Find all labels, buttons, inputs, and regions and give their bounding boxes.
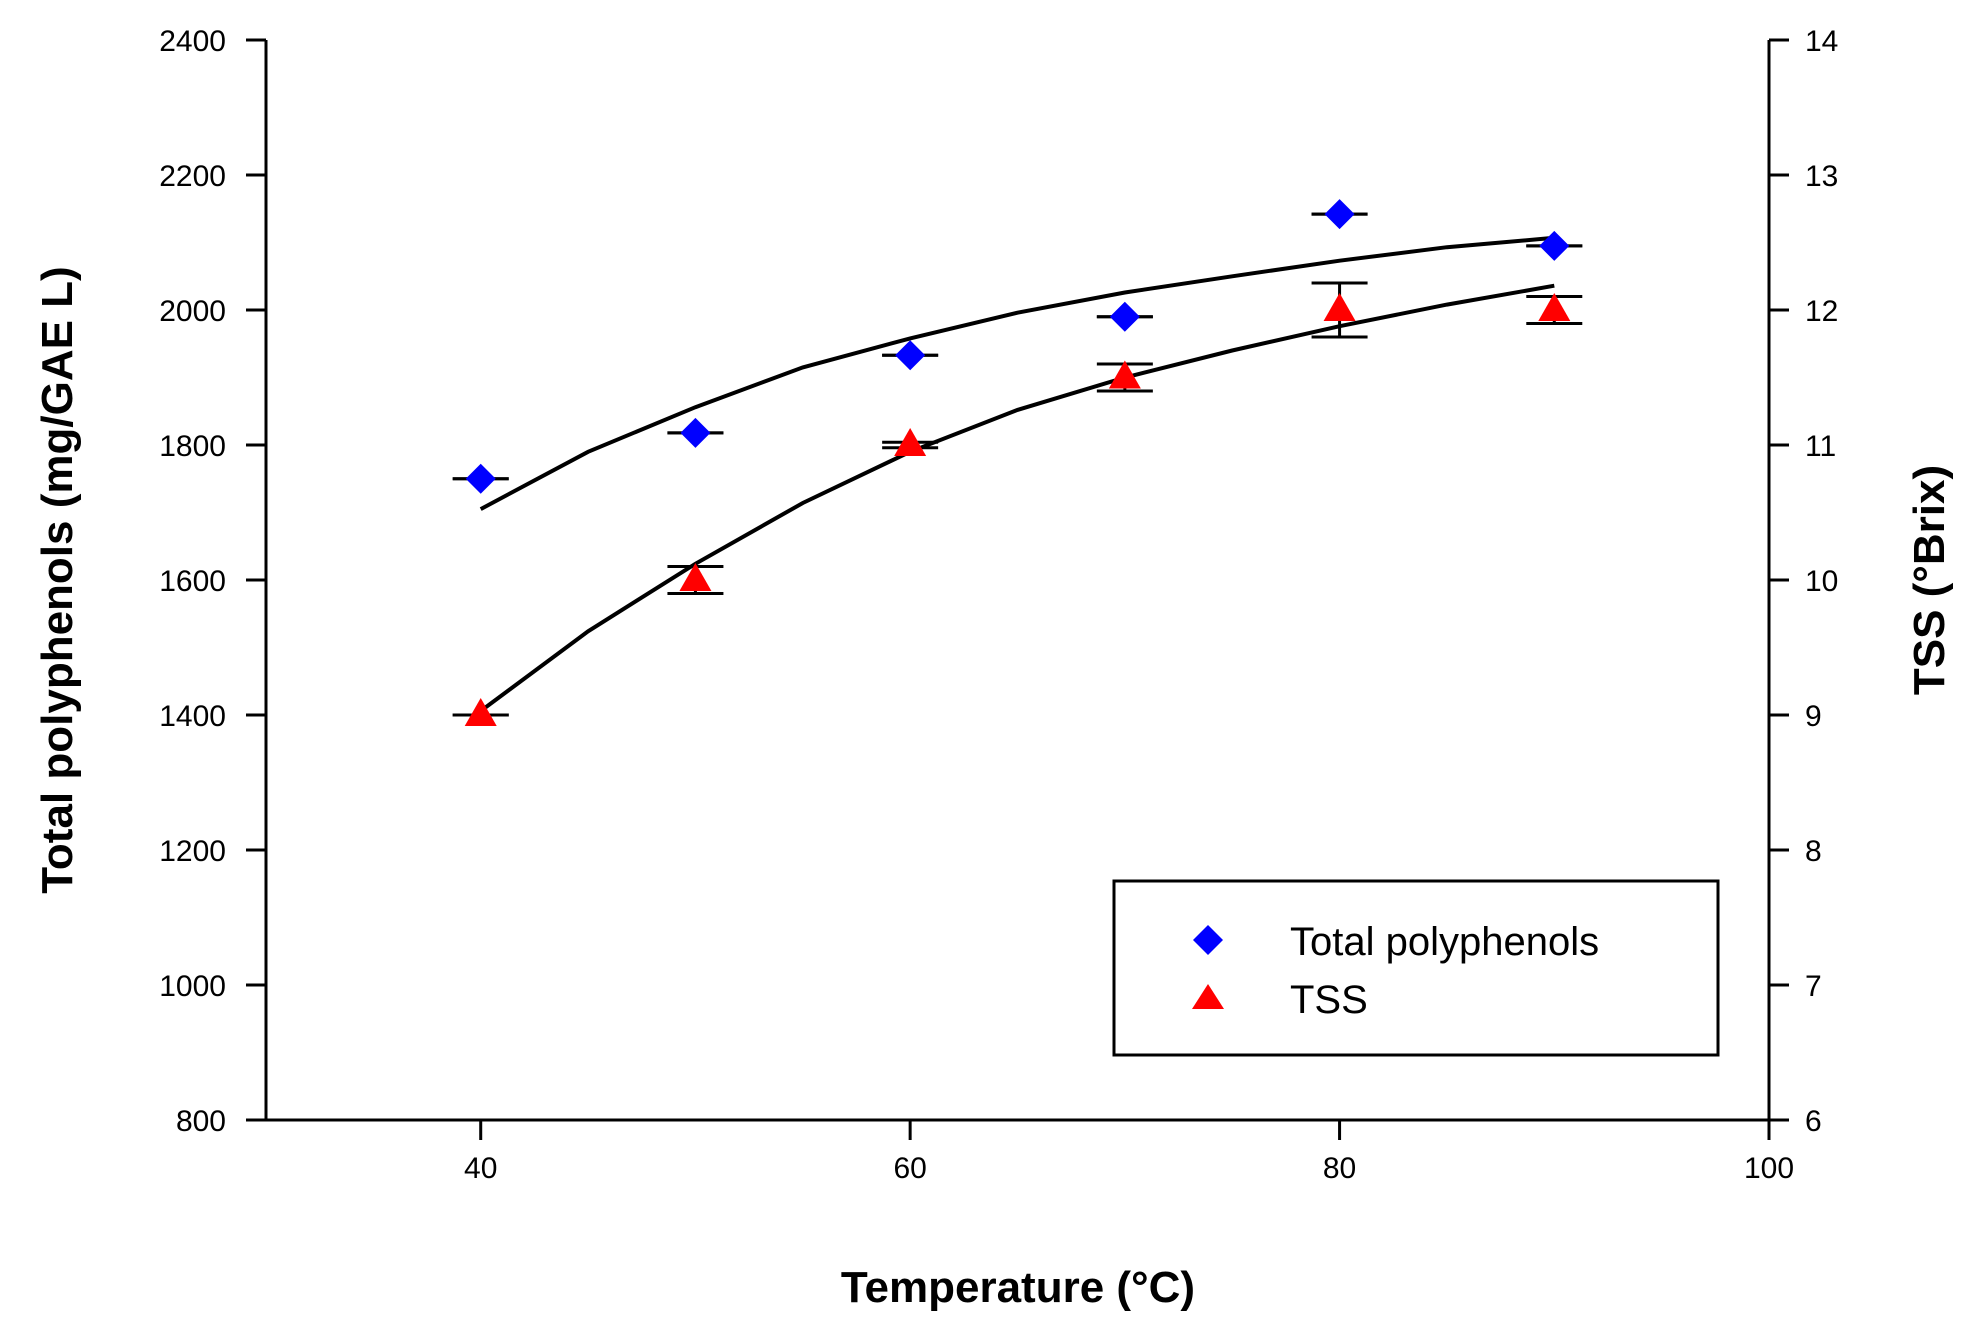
trendlines <box>479 235 1555 713</box>
y-right-tick-label: 6 <box>1805 1105 1822 1138</box>
y-axis-left-title: Total polyphenols (mg/GAE L) <box>33 266 82 893</box>
point-tss <box>1323 293 1356 321</box>
point-total-polyphenols <box>465 463 496 494</box>
legend-label-tss: TSS <box>1290 978 1368 1022</box>
y-left-tick-label: 1400 <box>159 700 226 733</box>
point-tss <box>1538 293 1571 321</box>
x-axis-title: Temperature (°C) <box>841 1263 1195 1312</box>
legend-box <box>1112 879 1720 1057</box>
y-right-tick-label: 13 <box>1805 160 1838 193</box>
point-total-polyphenols <box>680 417 711 448</box>
x-tick-label: 100 <box>1744 1152 1794 1185</box>
legend-marker-total-polyphenols <box>1193 925 1223 955</box>
point-total-polyphenols <box>1109 301 1140 332</box>
y-left-tick-label: 2400 <box>159 25 226 58</box>
point-total-polyphenols <box>895 340 926 371</box>
y-left-tick-label: 1000 <box>159 970 226 1003</box>
legend-marker-tss <box>1192 984 1224 1009</box>
y-left-tick-label: 2000 <box>159 295 226 328</box>
point-total-polyphenols <box>1324 199 1355 230</box>
y-right-tick-label: 7 <box>1805 970 1822 1003</box>
y-right-tick-label: 10 <box>1805 565 1838 598</box>
point-tss <box>894 428 927 456</box>
ticks: 40 60 80 100 800 1000 1200 1400 1600 1800 2000 2200… <box>159 25 1838 1185</box>
trendline-tss <box>479 283 1555 713</box>
y-left-tick-label: 1200 <box>159 835 226 868</box>
x-tick-label: 80 <box>1323 1152 1356 1185</box>
y-axis-right-title: TSS (°Brix) <box>1905 465 1954 695</box>
data-points <box>464 199 1571 726</box>
y-right-tick-label: 9 <box>1805 700 1822 733</box>
error-bars <box>452 212 1583 717</box>
y-right-tick-label: 11 <box>1805 430 1836 463</box>
point-tss <box>464 698 497 726</box>
point-tss <box>679 563 712 591</box>
point-total-polyphenols <box>1539 230 1570 261</box>
y-left-tick-label: 2200 <box>159 160 226 193</box>
x-tick-label: 60 <box>893 1152 926 1185</box>
y-right-tick-label: 12 <box>1805 295 1838 328</box>
y-left-tick-label: 1800 <box>159 430 226 463</box>
y-right-tick-label: 14 <box>1805 25 1838 58</box>
y-left-tick-label: 800 <box>176 1105 226 1138</box>
trendline-total-polyphenols <box>479 235 1555 511</box>
legend: Total polyphenols TSS <box>1112 879 1720 1057</box>
x-tick-label: 40 <box>464 1152 497 1185</box>
y-left-tick-label: 1600 <box>159 565 226 598</box>
legend-label-total-polyphenols: Total polyphenols <box>1290 920 1599 964</box>
y-right-tick-label: 8 <box>1805 835 1822 868</box>
point-tss <box>1108 360 1141 389</box>
